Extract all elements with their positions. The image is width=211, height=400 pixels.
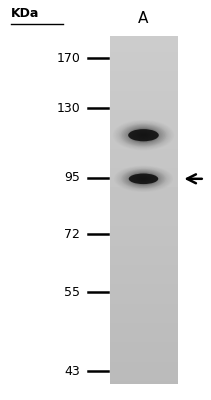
Text: 72: 72 <box>64 228 80 240</box>
Ellipse shape <box>123 170 164 188</box>
Ellipse shape <box>142 134 145 136</box>
Ellipse shape <box>114 121 173 150</box>
Ellipse shape <box>115 166 172 191</box>
Ellipse shape <box>124 125 163 145</box>
Ellipse shape <box>136 176 151 182</box>
Ellipse shape <box>141 178 146 180</box>
Ellipse shape <box>127 172 160 186</box>
Ellipse shape <box>120 168 167 189</box>
Bar <box>110 36 177 384</box>
Ellipse shape <box>129 174 158 184</box>
Ellipse shape <box>133 130 154 140</box>
Text: KDa: KDa <box>11 7 39 20</box>
Ellipse shape <box>121 169 166 189</box>
Ellipse shape <box>130 128 157 142</box>
Ellipse shape <box>128 128 159 143</box>
Ellipse shape <box>134 131 153 140</box>
Text: 95: 95 <box>64 172 80 184</box>
Ellipse shape <box>136 131 151 139</box>
Ellipse shape <box>135 175 152 183</box>
Ellipse shape <box>126 171 161 187</box>
Ellipse shape <box>130 173 157 185</box>
Ellipse shape <box>133 174 154 184</box>
Ellipse shape <box>131 129 156 141</box>
Ellipse shape <box>141 134 147 137</box>
Ellipse shape <box>120 124 166 147</box>
Ellipse shape <box>118 122 169 148</box>
Ellipse shape <box>139 133 148 138</box>
Ellipse shape <box>125 126 162 144</box>
Text: 43: 43 <box>64 365 80 378</box>
Ellipse shape <box>128 129 159 141</box>
Ellipse shape <box>116 122 171 149</box>
Text: 55: 55 <box>64 286 80 298</box>
Ellipse shape <box>139 177 148 181</box>
Ellipse shape <box>127 127 160 144</box>
Ellipse shape <box>114 166 173 192</box>
Ellipse shape <box>124 170 163 187</box>
Ellipse shape <box>129 172 158 185</box>
Ellipse shape <box>142 178 145 180</box>
Ellipse shape <box>118 168 169 190</box>
Ellipse shape <box>137 132 150 138</box>
Text: 130: 130 <box>56 102 80 114</box>
Ellipse shape <box>132 174 155 184</box>
Ellipse shape <box>113 120 174 150</box>
Ellipse shape <box>138 176 149 182</box>
Ellipse shape <box>119 123 168 147</box>
Ellipse shape <box>122 124 165 146</box>
Ellipse shape <box>117 167 170 191</box>
Text: A: A <box>138 11 149 26</box>
Text: 170: 170 <box>56 52 80 64</box>
